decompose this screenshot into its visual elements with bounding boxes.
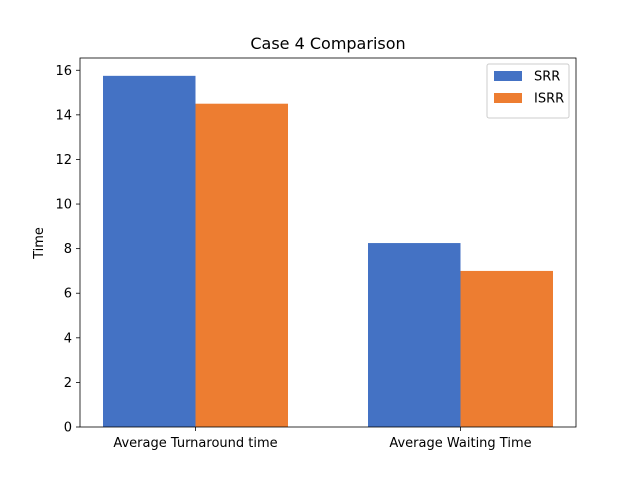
bar-isrr-1: [460, 270, 553, 427]
axes-frame: [79, 57, 577, 428]
y-tick-label: 8: [64, 242, 72, 257]
legend-swatch-srr: [494, 71, 522, 81]
legend: SRR ISRR: [486, 63, 570, 119]
y-tick-label: 10: [55, 198, 72, 213]
plot-area: Average Turnaround time Average Waiting T…: [55, 57, 577, 451]
y-tick-label: 0: [64, 421, 72, 436]
y-tick-label: 16: [55, 64, 72, 79]
legend-label-srr: SRR: [534, 70, 560, 85]
legend-label-isrr: ISRR: [534, 92, 564, 107]
y-tick-label: 12: [55, 153, 72, 168]
y-tick-label: 2: [64, 376, 72, 391]
bar-srr-1: [368, 243, 461, 427]
y-tick-label: 6: [64, 287, 72, 302]
y-axis-label: Time: [32, 227, 47, 260]
x-tick-label: Average Waiting Time: [389, 436, 531, 451]
x-tick-label: Average Turnaround time: [113, 436, 277, 451]
bar-isrr-0: [195, 103, 288, 428]
y-tick-label: 4: [64, 331, 72, 346]
y-tick-label: 14: [55, 108, 72, 123]
chart-title: Case 4 Comparison: [250, 34, 405, 53]
bar-srr-0: [103, 75, 196, 428]
legend-swatch-isrr: [494, 93, 522, 103]
